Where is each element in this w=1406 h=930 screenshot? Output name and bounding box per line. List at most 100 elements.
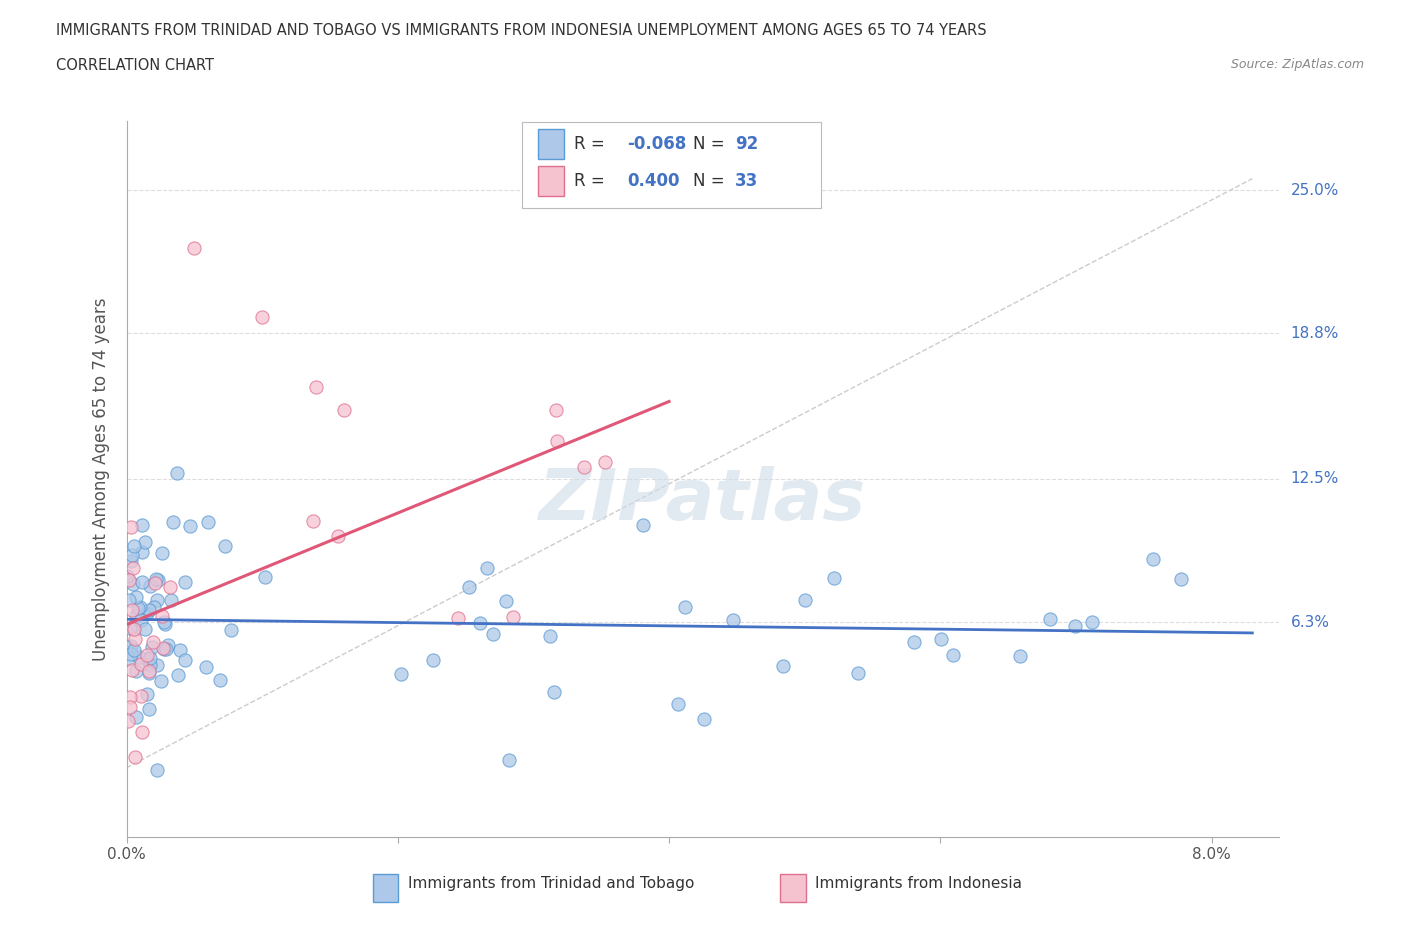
Point <box>118 690 141 705</box>
Text: 18.8%: 18.8% <box>1291 326 1339 341</box>
Point <box>124 538 146 553</box>
Point <box>138 602 160 617</box>
Point <box>120 520 142 535</box>
Text: 25.0%: 25.0% <box>1291 182 1339 198</box>
Point <box>173 574 195 589</box>
Point <box>332 402 354 417</box>
Point <box>155 642 177 657</box>
Point <box>389 667 412 682</box>
Text: R =: R = <box>574 172 610 191</box>
Text: N =: N = <box>693 172 730 191</box>
Point <box>124 622 146 637</box>
Y-axis label: Unemployment Among Ages 65 to 74 years: Unemployment Among Ages 65 to 74 years <box>91 298 110 660</box>
Point <box>120 639 142 654</box>
Point <box>139 658 162 672</box>
Point <box>197 514 219 529</box>
Point <box>457 579 479 594</box>
Point <box>666 697 689 711</box>
Point <box>214 538 236 553</box>
Point <box>135 606 157 621</box>
Point <box>129 657 152 671</box>
Point <box>153 617 176 631</box>
Point <box>124 631 146 646</box>
Text: 0.400: 0.400 <box>627 172 679 191</box>
Point <box>120 553 142 568</box>
Point <box>122 643 145 658</box>
Point <box>543 684 565 699</box>
Point <box>468 615 491 630</box>
Point <box>145 576 167 591</box>
Point <box>138 665 160 680</box>
Point <box>142 634 165 649</box>
Point <box>848 666 870 681</box>
Point <box>824 571 846 586</box>
Point <box>219 622 242 637</box>
Point <box>131 575 153 590</box>
Point <box>139 650 162 665</box>
Point <box>125 590 148 604</box>
Point <box>138 702 160 717</box>
Point <box>305 379 328 394</box>
Point <box>209 672 232 687</box>
Point <box>502 609 524 624</box>
Point <box>131 724 153 739</box>
Point <box>1170 571 1192 586</box>
Point <box>120 700 142 715</box>
Point <box>673 600 696 615</box>
Point <box>146 573 169 588</box>
Point <box>146 763 169 777</box>
Point <box>942 647 965 662</box>
Point <box>134 622 156 637</box>
Point <box>129 689 152 704</box>
Point <box>131 544 153 559</box>
Text: 33: 33 <box>735 172 759 191</box>
Point <box>174 652 197 667</box>
Point <box>121 547 143 562</box>
Point <box>117 713 139 728</box>
Point <box>194 660 217 675</box>
Point <box>128 649 150 664</box>
Point <box>122 577 145 591</box>
Point <box>153 642 176 657</box>
Point <box>136 647 159 662</box>
Point <box>179 518 201 533</box>
Point <box>1039 611 1062 626</box>
Point <box>183 241 205 256</box>
Point <box>160 592 183 607</box>
Point <box>115 640 138 655</box>
Point <box>793 592 815 607</box>
Point <box>141 639 163 654</box>
Text: Immigrants from Trinidad and Tobago: Immigrants from Trinidad and Tobago <box>408 876 695 891</box>
Point <box>477 561 499 576</box>
Point <box>447 610 470 625</box>
Point <box>131 518 153 533</box>
Text: -0.068: -0.068 <box>627 135 686 153</box>
Point <box>1064 618 1087 633</box>
Point <box>136 687 159 702</box>
Point <box>692 711 714 726</box>
Point <box>1010 649 1032 664</box>
Point <box>159 579 181 594</box>
Text: R =: R = <box>574 135 610 153</box>
Text: CORRELATION CHART: CORRELATION CHART <box>56 58 214 73</box>
Text: Source: ZipAtlas.com: Source: ZipAtlas.com <box>1230 58 1364 71</box>
Point <box>156 638 179 653</box>
Point <box>631 517 654 532</box>
Point <box>118 572 141 587</box>
Point <box>129 599 152 614</box>
Point <box>134 535 156 550</box>
Point <box>538 629 561 644</box>
Point <box>125 710 148 724</box>
Point <box>120 646 142 661</box>
Point <box>145 572 167 587</box>
Text: 6.3%: 6.3% <box>1291 615 1330 630</box>
Point <box>125 608 148 623</box>
Point <box>146 658 169 672</box>
Point <box>122 622 145 637</box>
Point <box>124 750 146 764</box>
Point <box>115 569 138 584</box>
Point <box>903 635 925 650</box>
Point <box>772 658 794 673</box>
Text: 92: 92 <box>735 135 759 153</box>
Point <box>162 515 184 530</box>
